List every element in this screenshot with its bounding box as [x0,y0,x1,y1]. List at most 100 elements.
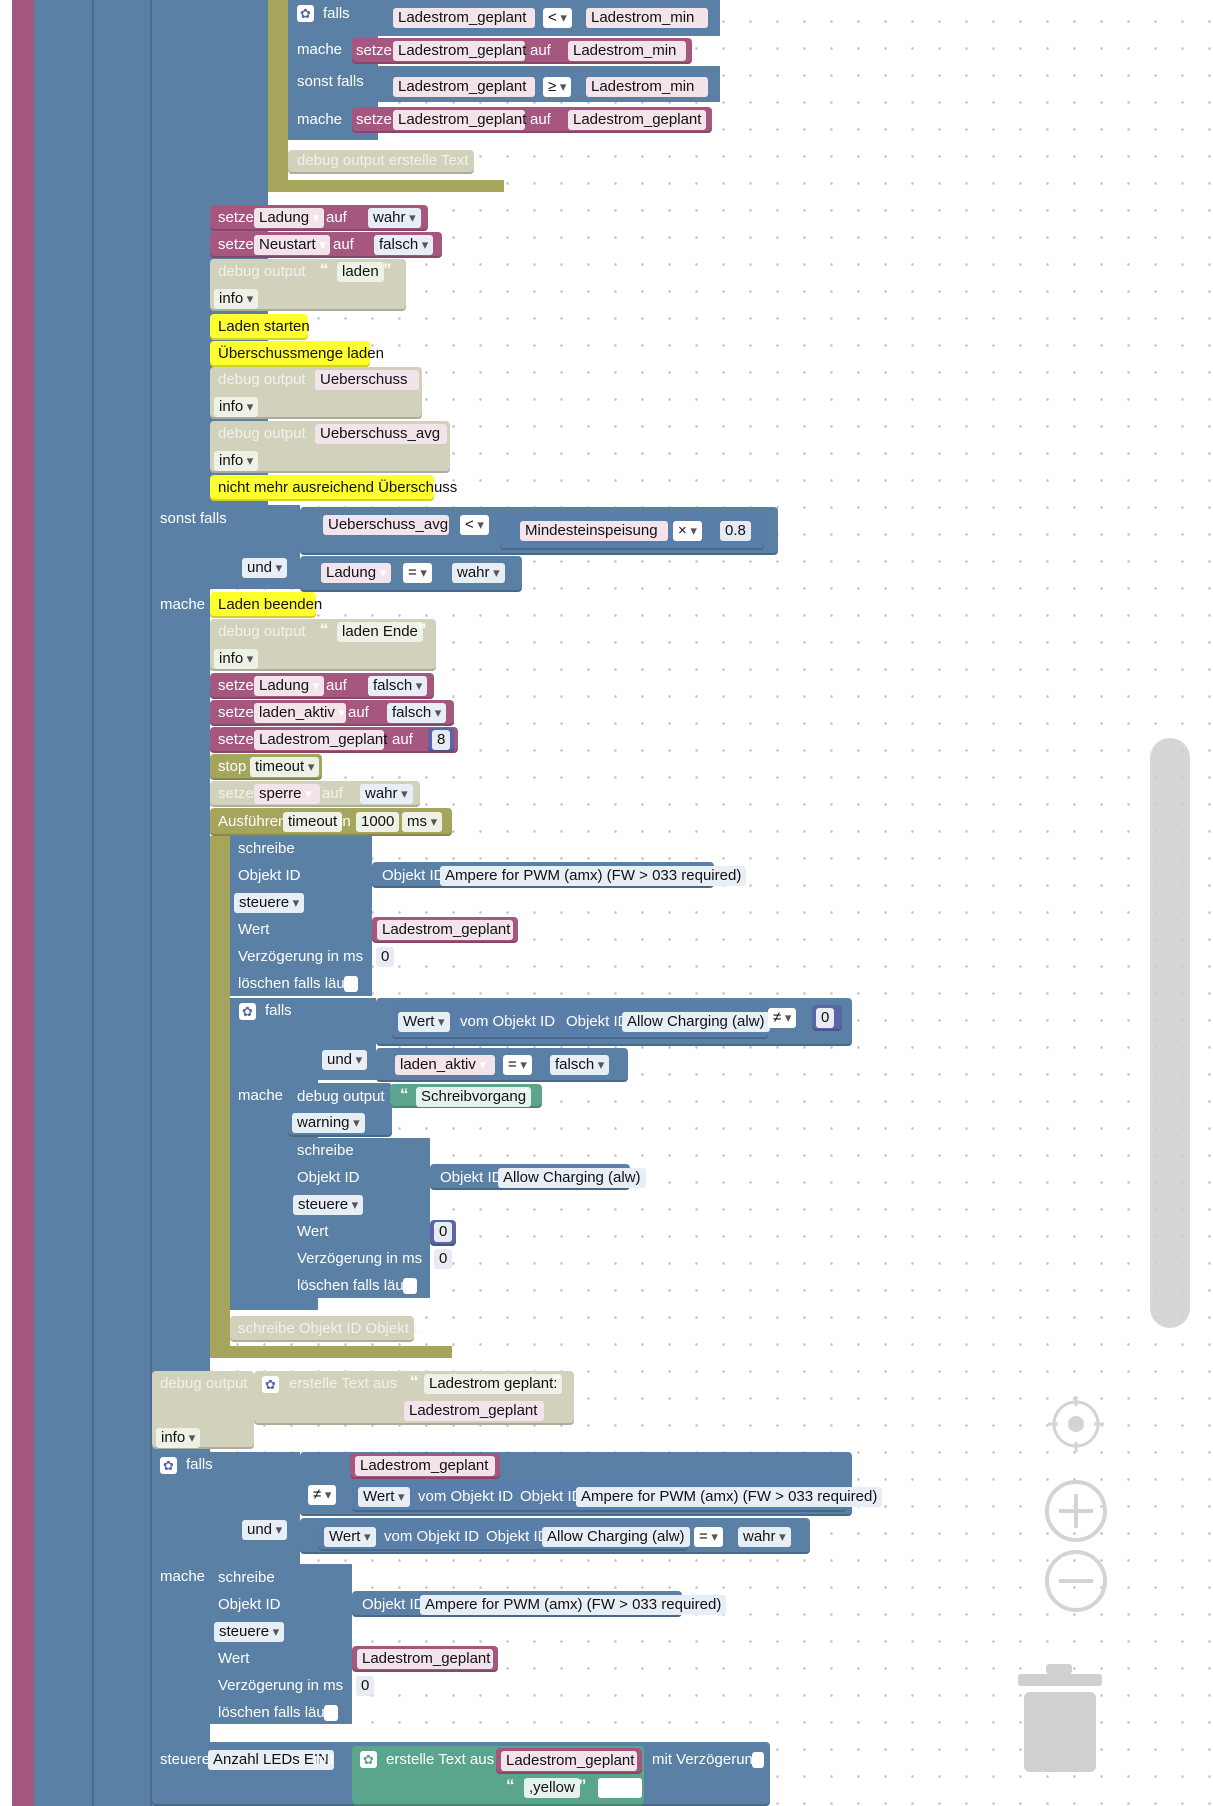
wert-dropdown[interactable]: Wert [398,1012,450,1032]
vertical-scrollbar[interactable] [1150,738,1190,1328]
timeout-dropdown[interactable]: timeout [250,757,320,777]
var-ladestrom-geplant[interactable]: Ladestrom_geplant [568,110,706,130]
recenter-button[interactable] [1046,1394,1106,1454]
zoom-out-button[interactable] [1043,1548,1109,1614]
object-name-field[interactable]: Ampere for PWM (amx) (FW > 033 required) [420,1595,727,1615]
object-name-field[interactable]: Allow Charging (alw) [542,1527,690,1547]
var-mindesteinspeisung[interactable]: Mindesteinspeisung [520,521,668,541]
gear-icon[interactable]: ✿ [160,1457,177,1474]
level-info[interactable]: info [214,451,259,471]
operator-dropdown[interactable]: × [673,521,702,541]
var-ladestrom-geplant[interactable]: Ladestrom_geplant [501,1751,637,1771]
number-field[interactable]: 0 [816,1008,835,1028]
text-ladestrom-geplant[interactable]: Ladestrom geplant: [424,1374,563,1394]
loeschen-checkbox[interactable] [324,1705,338,1721]
var-ladestrom-geplant[interactable]: Ladestrom_geplant [355,1456,495,1476]
number-field[interactable]: 8 [432,730,451,750]
wert-dropdown[interactable]: Wert [324,1527,376,1547]
delay-number-field[interactable]: 0 [356,1676,375,1696]
level-info[interactable]: info [156,1428,201,1448]
operator-dropdown[interactable]: ≠ [308,1485,337,1505]
var-ladung[interactable]: Ladung [254,208,324,228]
loeschen-checkbox[interactable] [344,976,358,992]
empty-text-field[interactable] [598,1778,642,1798]
level-info[interactable]: info [214,649,259,669]
number-field[interactable]: 0 [434,1222,453,1242]
var-laden-aktiv[interactable]: laden_aktiv [395,1055,495,1075]
operator-dropdown[interactable]: = [503,1055,532,1075]
zoom-in-button[interactable] [1043,1478,1109,1544]
var-ladestrom-geplant[interactable]: Ladestrom_geplant [393,8,535,28]
object-name-field[interactable]: Ampere for PWM (amx) (FW > 033 required) [440,866,747,886]
bool-falsch[interactable]: falsch [374,235,434,255]
logic-und-dropdown[interactable]: und [242,558,288,578]
delay-checkbox[interactable] [752,1752,764,1768]
trash-button[interactable] [1016,1662,1104,1774]
operator-dropdown[interactable]: = [694,1527,723,1547]
text-laden-ende[interactable]: laden Ende [337,622,423,642]
level-warning[interactable]: warning [292,1113,365,1133]
object-name-field[interactable]: Anzahl LEDs EIN [208,1750,334,1770]
number-field[interactable]: 0.8 [720,521,751,541]
bool-falsch[interactable]: falsch [550,1055,610,1075]
var-ladestrom-min[interactable]: Ladestrom_min [586,8,708,28]
var-ladestrom-geplant[interactable]: Ladestrom_geplant [393,77,535,97]
var-ladestrom-geplant[interactable]: Ladestrom_geplant [393,41,526,61]
var-laden-aktiv[interactable]: laden_aktiv [254,703,346,723]
wert-dropdown[interactable]: Wert [358,1487,410,1507]
var-ladung[interactable]: Ladung [321,563,391,583]
steuere-dropdown[interactable]: steuere [293,1195,364,1215]
steuere-dropdown[interactable]: steuere [234,893,305,913]
bool-wahr[interactable]: wahr [452,563,505,583]
operator-dropdown[interactable]: < [543,8,572,28]
var-ueberschuss[interactable]: Ueberschuss [315,370,419,390]
delay-number-field[interactable]: 0 [376,947,395,967]
operator-dropdown[interactable]: ≠ [768,1008,797,1028]
level-info[interactable]: info [214,289,259,309]
var-ladung[interactable]: Ladung [254,676,324,696]
delay-field[interactable]: 1000 [356,812,400,832]
text-schreibvorgang[interactable]: Schreibvorgang [416,1087,532,1107]
gear-icon[interactable]: ✿ [297,5,314,22]
object-name-field[interactable]: Allow Charging (alw) [498,1168,646,1188]
bool-falsch[interactable]: falsch [368,676,428,696]
write-block-1[interactable] [230,836,372,996]
var-ladestrom-geplant[interactable]: Ladestrom_geplant [393,110,526,130]
disabled-debug-block[interactable] [288,150,474,174]
steuere-dropdown[interactable]: steuere [214,1622,285,1642]
var-ladestrom-geplant[interactable]: Ladestrom_geplant [357,1649,493,1669]
object-name-field[interactable]: Ampere for PWM (amx) (FW > 033 required) [576,1487,883,1507]
loeschen-checkbox[interactable] [403,1278,417,1294]
write-block-3[interactable] [210,1564,352,1724]
operator-dropdown[interactable]: < [460,515,489,535]
gear-icon[interactable]: ✿ [360,1751,377,1768]
text-yellow[interactable]: ,yellow [524,1778,580,1798]
unit-dropdown[interactable]: ms [402,812,443,832]
operator-dropdown[interactable]: = [403,563,432,583]
bool-wahr[interactable]: wahr [368,208,421,228]
bool-wahr[interactable]: wahr [360,784,413,804]
logic-und-dropdown[interactable]: und [242,1520,288,1540]
gear-icon[interactable]: ✿ [262,1376,279,1393]
level-info[interactable]: info [214,397,259,417]
gear-icon[interactable]: ✿ [239,1003,256,1020]
logic-und-dropdown[interactable]: und [322,1050,368,1070]
var-sperre[interactable]: sperre [254,784,320,804]
operator-dropdown[interactable]: ≥ [543,77,572,97]
var-ueberschuss-avg[interactable]: Ueberschuss_avg [323,515,449,535]
write-block-2[interactable] [288,1138,430,1298]
object-name-field[interactable]: Allow Charging (alw) [622,1012,770,1032]
var-ueberschuss-avg[interactable]: Ueberschuss_avg [315,424,447,444]
text-laden[interactable]: laden [337,262,384,282]
bool-wahr[interactable]: wahr [738,1527,791,1547]
var-neustart[interactable]: Neustart [254,235,330,255]
delay-number-field[interactable]: 0 [434,1249,453,1269]
var-ladestrom-geplant[interactable]: Ladestrom_geplant [377,920,513,940]
var-ladestrom-min[interactable]: Ladestrom_min [568,41,686,61]
var-ladestrom-geplant[interactable]: Ladestrom_geplant [404,1401,544,1421]
bool-falsch[interactable]: falsch [387,703,447,723]
timeout-name-field[interactable]: timeout [283,812,343,832]
var-ladestrom-geplant[interactable]: Ladestrom_geplant [254,730,387,750]
collapsed-write-block[interactable] [230,1316,414,1342]
